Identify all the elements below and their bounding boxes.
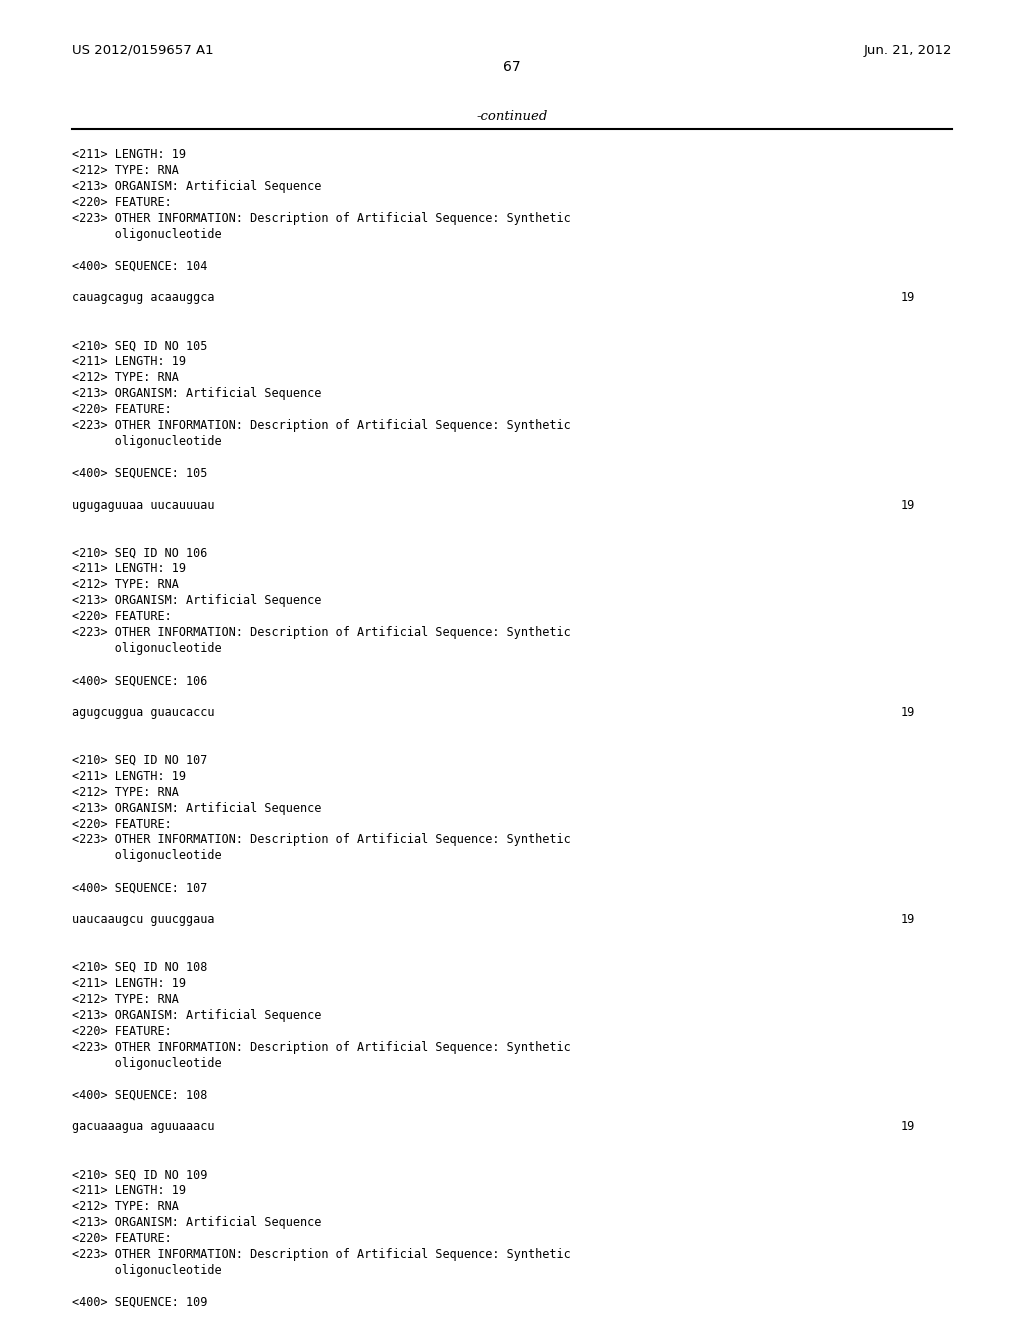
Text: <223> OTHER INFORMATION: Description of Artificial Sequence: Synthetic: <223> OTHER INFORMATION: Description of … xyxy=(72,833,570,846)
Text: <211> LENGTH: 19: <211> LENGTH: 19 xyxy=(72,770,185,783)
Text: Jun. 21, 2012: Jun. 21, 2012 xyxy=(864,44,952,57)
Text: ugugaguuaa uucauuuau: ugugaguuaa uucauuuau xyxy=(72,499,214,512)
Text: <220> FEATURE:: <220> FEATURE: xyxy=(72,403,171,416)
Text: <213> ORGANISM: Artificial Sequence: <213> ORGANISM: Artificial Sequence xyxy=(72,1216,322,1229)
Text: oligonucleotide: oligonucleotide xyxy=(72,1265,221,1276)
Text: <212> TYPE: RNA: <212> TYPE: RNA xyxy=(72,164,178,177)
Text: <400> SEQUENCE: 107: <400> SEQUENCE: 107 xyxy=(72,882,207,895)
Text: <400> SEQUENCE: 104: <400> SEQUENCE: 104 xyxy=(72,260,207,272)
Text: -continued: -continued xyxy=(476,110,548,123)
Text: <400> SEQUENCE: 109: <400> SEQUENCE: 109 xyxy=(72,1296,207,1309)
Text: <223> OTHER INFORMATION: Description of Artificial Sequence: Synthetic: <223> OTHER INFORMATION: Description of … xyxy=(72,626,570,639)
Text: <223> OTHER INFORMATION: Description of Artificial Sequence: Synthetic: <223> OTHER INFORMATION: Description of … xyxy=(72,1040,570,1053)
Text: <220> FEATURE:: <220> FEATURE: xyxy=(72,1232,171,1245)
Text: <213> ORGANISM: Artificial Sequence: <213> ORGANISM: Artificial Sequence xyxy=(72,387,322,400)
Text: <223> OTHER INFORMATION: Description of Artificial Sequence: Synthetic: <223> OTHER INFORMATION: Description of … xyxy=(72,211,570,224)
Text: oligonucleotide: oligonucleotide xyxy=(72,434,221,447)
Text: <220> FEATURE:: <220> FEATURE: xyxy=(72,1024,171,1038)
Text: <211> LENGTH: 19: <211> LENGTH: 19 xyxy=(72,148,185,161)
Text: 19: 19 xyxy=(901,913,915,927)
Text: gacuaaagua aguuaaacu: gacuaaagua aguuaaacu xyxy=(72,1121,214,1134)
Text: <220> FEATURE:: <220> FEATURE: xyxy=(72,610,171,623)
Text: <211> LENGTH: 19: <211> LENGTH: 19 xyxy=(72,1184,185,1197)
Text: <210> SEQ ID NO 107: <210> SEQ ID NO 107 xyxy=(72,754,207,767)
Text: <400> SEQUENCE: 106: <400> SEQUENCE: 106 xyxy=(72,675,207,686)
Text: <211> LENGTH: 19: <211> LENGTH: 19 xyxy=(72,977,185,990)
Text: <212> TYPE: RNA: <212> TYPE: RNA xyxy=(72,785,178,799)
Text: oligonucleotide: oligonucleotide xyxy=(72,227,221,240)
Text: oligonucleotide: oligonucleotide xyxy=(72,1057,221,1069)
Text: agugcuggua guaucaccu: agugcuggua guaucaccu xyxy=(72,706,214,719)
Text: <223> OTHER INFORMATION: Description of Artificial Sequence: Synthetic: <223> OTHER INFORMATION: Description of … xyxy=(72,418,570,432)
Text: <211> LENGTH: 19: <211> LENGTH: 19 xyxy=(72,562,185,576)
Text: <213> ORGANISM: Artificial Sequence: <213> ORGANISM: Artificial Sequence xyxy=(72,1008,322,1022)
Text: oligonucleotide: oligonucleotide xyxy=(72,642,221,655)
Text: <210> SEQ ID NO 105: <210> SEQ ID NO 105 xyxy=(72,339,207,352)
Text: <220> FEATURE:: <220> FEATURE: xyxy=(72,195,171,209)
Text: oligonucleotide: oligonucleotide xyxy=(72,849,221,862)
Text: cauagcagug acaauggca: cauagcagug acaauggca xyxy=(72,292,214,305)
Text: <213> ORGANISM: Artificial Sequence: <213> ORGANISM: Artificial Sequence xyxy=(72,594,322,607)
Text: <223> OTHER INFORMATION: Description of Artificial Sequence: Synthetic: <223> OTHER INFORMATION: Description of … xyxy=(72,1247,570,1261)
Text: <213> ORGANISM: Artificial Sequence: <213> ORGANISM: Artificial Sequence xyxy=(72,801,322,814)
Text: uaucaaugcu guucggaua: uaucaaugcu guucggaua xyxy=(72,913,214,927)
Text: 19: 19 xyxy=(901,292,915,305)
Text: <212> TYPE: RNA: <212> TYPE: RNA xyxy=(72,1200,178,1213)
Text: <220> FEATURE:: <220> FEATURE: xyxy=(72,817,171,830)
Text: 67: 67 xyxy=(503,61,521,74)
Text: <212> TYPE: RNA: <212> TYPE: RNA xyxy=(72,993,178,1006)
Text: <213> ORGANISM: Artificial Sequence: <213> ORGANISM: Artificial Sequence xyxy=(72,180,322,193)
Text: <400> SEQUENCE: 105: <400> SEQUENCE: 105 xyxy=(72,467,207,479)
Text: 19: 19 xyxy=(901,1121,915,1134)
Text: <210> SEQ ID NO 108: <210> SEQ ID NO 108 xyxy=(72,961,207,974)
Text: <210> SEQ ID NO 106: <210> SEQ ID NO 106 xyxy=(72,546,207,560)
Text: 19: 19 xyxy=(901,706,915,719)
Text: 19: 19 xyxy=(901,499,915,512)
Text: <212> TYPE: RNA: <212> TYPE: RNA xyxy=(72,578,178,591)
Text: <211> LENGTH: 19: <211> LENGTH: 19 xyxy=(72,355,185,368)
Text: <210> SEQ ID NO 109: <210> SEQ ID NO 109 xyxy=(72,1168,207,1181)
Text: <212> TYPE: RNA: <212> TYPE: RNA xyxy=(72,371,178,384)
Text: <400> SEQUENCE: 108: <400> SEQUENCE: 108 xyxy=(72,1089,207,1102)
Text: US 2012/0159657 A1: US 2012/0159657 A1 xyxy=(72,44,213,57)
